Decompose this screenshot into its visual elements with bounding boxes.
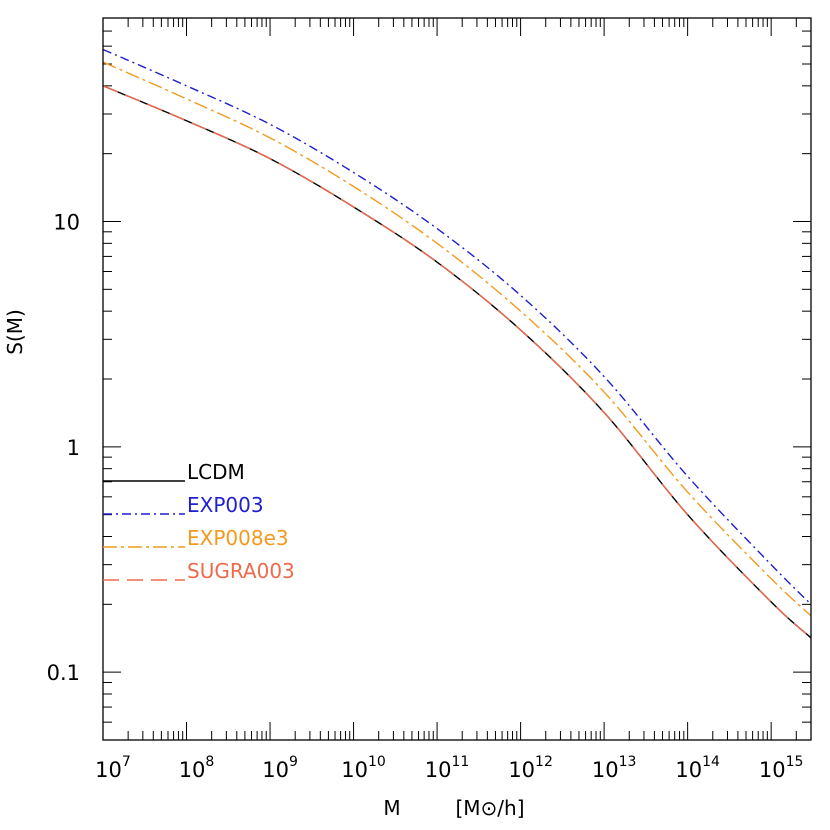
plot-frame (102, 17, 812, 741)
legend: LCDM EXP003 EXP008e3 SUGRA003 (103, 460, 295, 583)
x-axis-unit: [M⊙/h] (455, 796, 524, 820)
series-line-exp003 (102, 48, 812, 605)
x-tick-label: 1015 (759, 754, 804, 782)
legend-label: LCDM (187, 460, 245, 484)
y-tick-label: 0.1 (47, 661, 80, 685)
x-tick-label: 1011 (425, 754, 470, 782)
x-tick-label: 107 (95, 754, 131, 782)
y-tick-label: 10 (53, 210, 80, 234)
y-axis-label: S(M) (3, 309, 27, 355)
x-axis-label: M (383, 796, 400, 820)
x-tick-label: 1010 (341, 754, 386, 782)
x-tick-label: 1012 (508, 754, 553, 782)
x-tick-label: 109 (262, 754, 298, 782)
y-tick-labels: 0.1 1 10 (47, 210, 80, 685)
series-line-exp008e3 (102, 61, 812, 617)
series-line-sugra003 (102, 85, 812, 639)
legend-label: SUGRA003 (187, 559, 295, 583)
y-tick-label: 1 (67, 436, 80, 460)
x-tick-label: 1013 (592, 754, 637, 782)
ticks-layer (102, 17, 812, 741)
legend-label: EXP003 (187, 493, 264, 517)
x-tick-label: 108 (179, 754, 215, 782)
legend-label: EXP008e3 (187, 526, 289, 550)
x-tick-labels: 107 108 109 1010 1011 1012 1013 1014 1015 (95, 754, 803, 782)
series-line-lcdm (102, 85, 812, 639)
x-tick-label: 1014 (675, 754, 720, 782)
series-layer (102, 48, 812, 639)
